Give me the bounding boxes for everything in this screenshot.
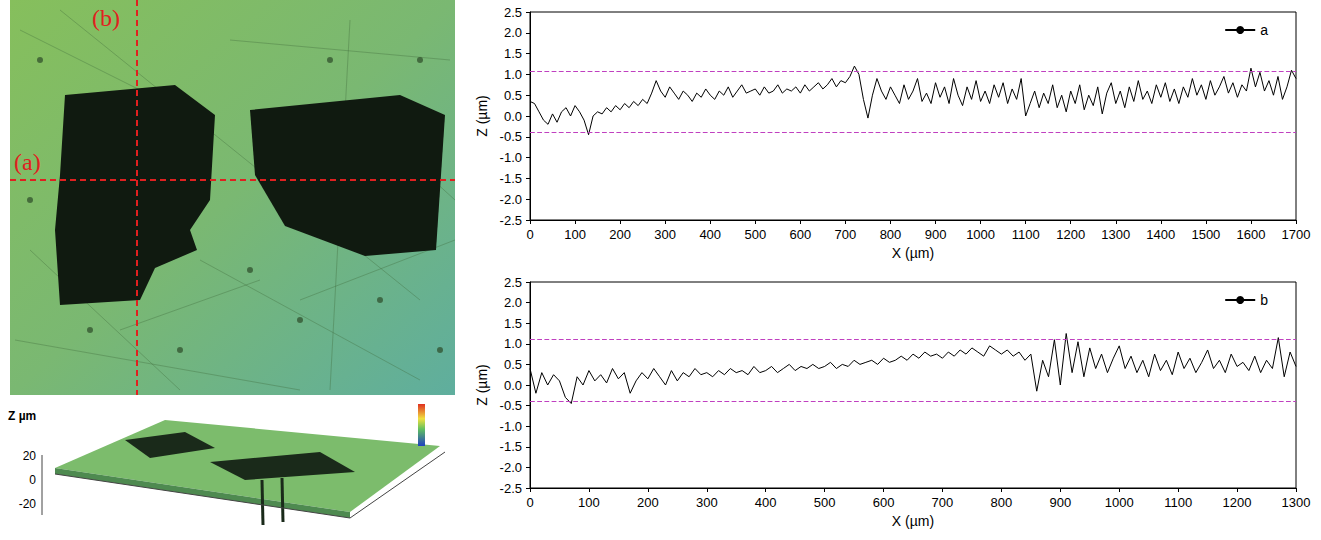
svg-text:1100: 1100 xyxy=(1012,227,1040,242)
svg-text:1700: 1700 xyxy=(1282,227,1311,242)
svg-text:-2.5: -2.5 xyxy=(500,481,522,496)
svg-text:b: b xyxy=(1260,292,1268,308)
svg-text:2.5: 2.5 xyxy=(504,5,522,20)
svg-text:0: 0 xyxy=(526,227,533,242)
svg-text:100: 100 xyxy=(564,227,586,242)
svg-text:-1.5: -1.5 xyxy=(500,171,522,186)
svg-text:2.0: 2.0 xyxy=(504,295,522,310)
svg-text:200: 200 xyxy=(609,227,631,242)
svg-text:-0.5: -0.5 xyxy=(500,129,522,144)
svg-text:700: 700 xyxy=(932,495,954,510)
svg-text:300: 300 xyxy=(654,227,676,242)
svg-text:200: 200 xyxy=(637,495,659,510)
svg-text:1500: 1500 xyxy=(1191,227,1220,242)
svg-text:0: 0 xyxy=(29,473,36,487)
svg-text:20: 20 xyxy=(23,449,37,463)
svg-text:100: 100 xyxy=(578,495,600,510)
svg-text:1400: 1400 xyxy=(1146,227,1175,242)
svg-text:X (µm): X (µm) xyxy=(892,245,934,261)
svg-text:1600: 1600 xyxy=(1236,227,1265,242)
svg-text:400: 400 xyxy=(699,227,721,242)
svg-text:0.0: 0.0 xyxy=(504,378,522,393)
svg-text:-1.0: -1.0 xyxy=(500,419,522,434)
svg-text:-2.0: -2.0 xyxy=(500,460,522,475)
svg-text:(a): (a) xyxy=(14,149,41,175)
svg-text:0.5: 0.5 xyxy=(504,88,522,103)
svg-text:-20: -20 xyxy=(19,497,37,511)
svg-text:1.5: 1.5 xyxy=(504,316,522,331)
svg-text:2.5: 2.5 xyxy=(504,275,522,290)
svg-text:800: 800 xyxy=(880,227,902,242)
svg-text:900: 900 xyxy=(1049,495,1071,510)
svg-text:-1.0: -1.0 xyxy=(500,150,522,165)
svg-text:1000: 1000 xyxy=(1105,495,1134,510)
svg-text:a: a xyxy=(1260,22,1268,38)
svg-text:400: 400 xyxy=(755,495,777,510)
svg-text:X (µm): X (µm) xyxy=(892,513,934,529)
svg-text:1.0: 1.0 xyxy=(504,336,522,351)
svg-text:600: 600 xyxy=(790,227,812,242)
svg-text:-1.5: -1.5 xyxy=(500,439,522,454)
svg-text:1.5: 1.5 xyxy=(504,46,522,61)
svg-text:700: 700 xyxy=(835,227,857,242)
svg-text:500: 500 xyxy=(814,495,836,510)
svg-text:0: 0 xyxy=(526,495,533,510)
svg-text:1200: 1200 xyxy=(1056,227,1085,242)
svg-text:1300: 1300 xyxy=(1101,227,1130,242)
svg-text:Z µm: Z µm xyxy=(8,409,36,423)
svg-text:2.0: 2.0 xyxy=(504,25,522,40)
svg-text:800: 800 xyxy=(991,495,1013,510)
svg-text:(b): (b) xyxy=(92,5,120,31)
svg-text:-2.0: -2.0 xyxy=(500,192,522,207)
svg-text:0.0: 0.0 xyxy=(504,109,522,124)
svg-text:1300: 1300 xyxy=(1282,495,1311,510)
svg-text:1100: 1100 xyxy=(1164,495,1192,510)
svg-text:500: 500 xyxy=(744,227,766,242)
svg-text:600: 600 xyxy=(873,495,895,510)
svg-text:300: 300 xyxy=(696,495,718,510)
svg-text:0.5: 0.5 xyxy=(504,357,522,372)
svg-text:1000: 1000 xyxy=(966,227,995,242)
svg-text:Z (µm): Z (µm) xyxy=(474,95,490,137)
svg-text:-2.5: -2.5 xyxy=(500,213,522,228)
svg-text:1.0: 1.0 xyxy=(504,67,522,82)
svg-text:900: 900 xyxy=(925,227,947,242)
svg-text:-0.5: -0.5 xyxy=(500,398,522,413)
svg-text:1200: 1200 xyxy=(1223,495,1252,510)
svg-text:Z (µm): Z (µm) xyxy=(474,364,490,406)
